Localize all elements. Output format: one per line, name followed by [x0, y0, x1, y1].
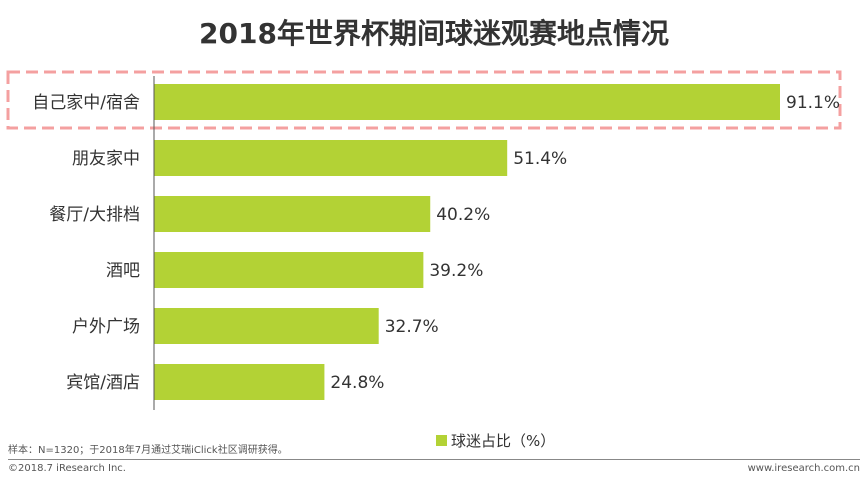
bar — [154, 308, 379, 344]
sample-note: 样本：N=1320；于2018年7月通过艾瑞iClick社区调研获得。 — [8, 445, 288, 456]
bar — [154, 364, 325, 400]
copyright: ©2018.7 iResearch Inc. — [8, 463, 126, 474]
value-label: 24.8% — [330, 373, 384, 393]
value-label: 39.2% — [429, 261, 483, 281]
highlight-box — [6, 70, 842, 130]
bar — [154, 84, 780, 120]
category-label: 宾馆/酒店 — [66, 373, 140, 393]
value-label: 32.7% — [385, 317, 439, 337]
website: www.iresearch.com.cn — [747, 463, 860, 474]
footer-divider — [8, 459, 860, 460]
category-label: 酒吧 — [106, 261, 140, 281]
category-label: 餐厅/大排档 — [49, 205, 140, 225]
legend: 球迷占比（%） — [436, 430, 555, 451]
value-label: 51.4% — [513, 149, 567, 169]
category-label: 户外广场 — [72, 317, 140, 337]
category-label: 自己家中/宿舍 — [32, 93, 140, 113]
bar — [154, 252, 424, 288]
value-label: 91.1% — [786, 93, 840, 113]
bar — [154, 196, 431, 232]
bar — [154, 140, 508, 176]
category-label: 朋友家中 — [72, 149, 140, 169]
legend-swatch — [436, 435, 447, 446]
chart-title: 2018年世界杯期间球迷观赛地点情况 — [199, 17, 669, 50]
legend-label: 球迷占比（%） — [451, 432, 556, 450]
value-label: 40.2% — [436, 205, 490, 225]
